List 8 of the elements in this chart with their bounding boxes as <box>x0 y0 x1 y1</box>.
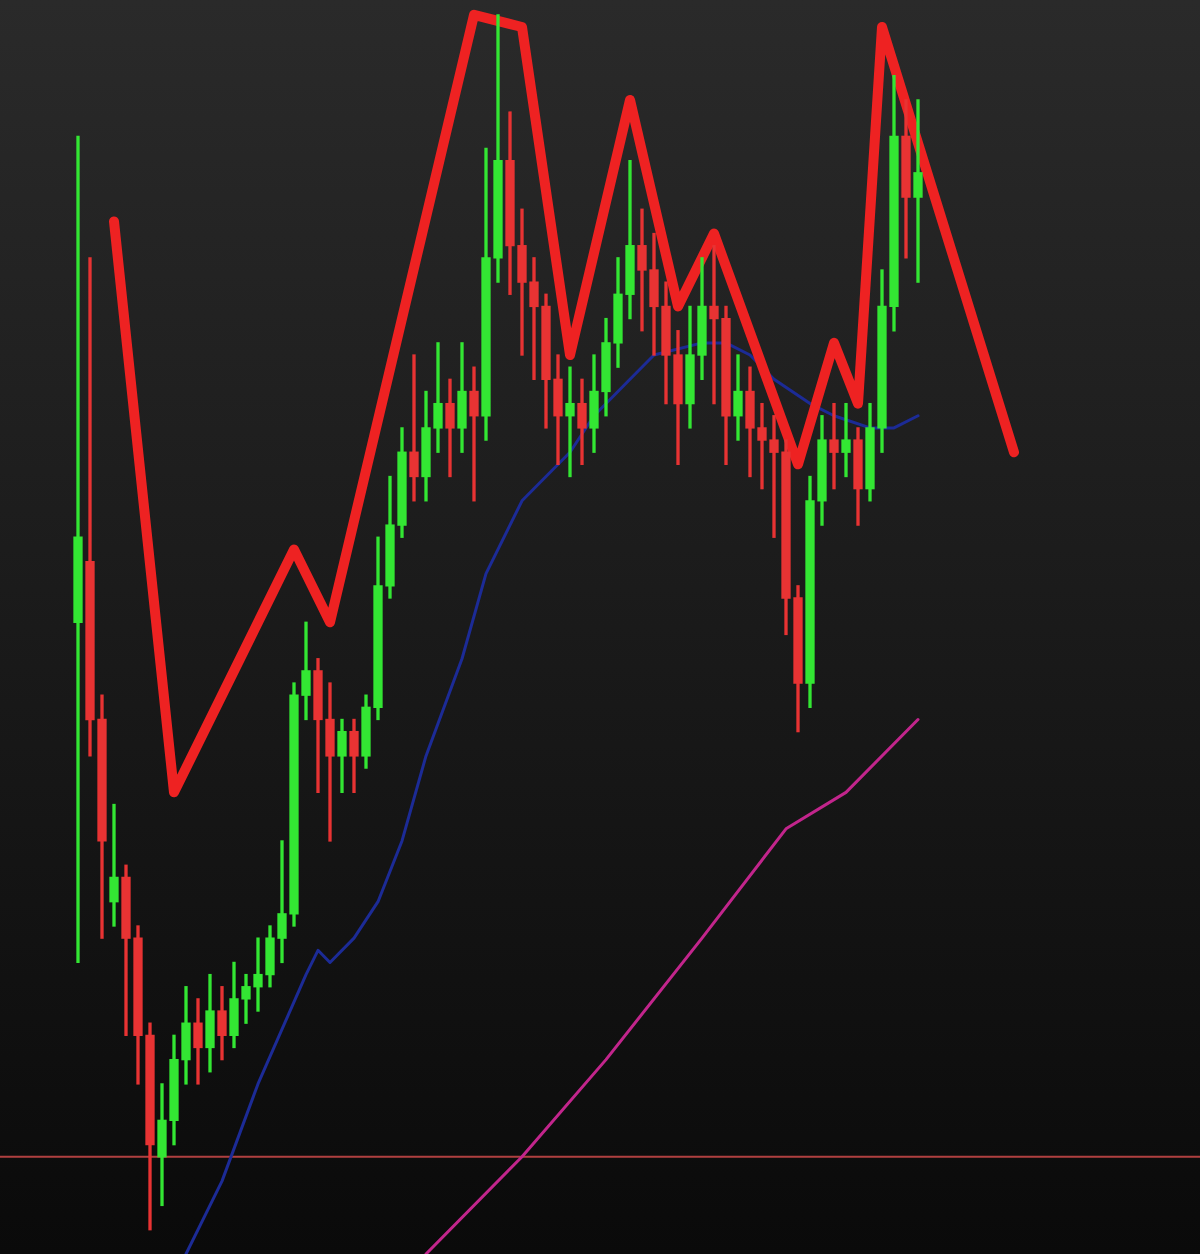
candlestick <box>469 366 479 502</box>
candlestick <box>73 135 83 964</box>
candlestick <box>565 366 575 478</box>
candlestick <box>409 354 419 502</box>
candlestick <box>109 803 119 927</box>
candlestick <box>841 402 851 478</box>
candlestick <box>829 402 839 490</box>
candlestick <box>913 99 923 283</box>
